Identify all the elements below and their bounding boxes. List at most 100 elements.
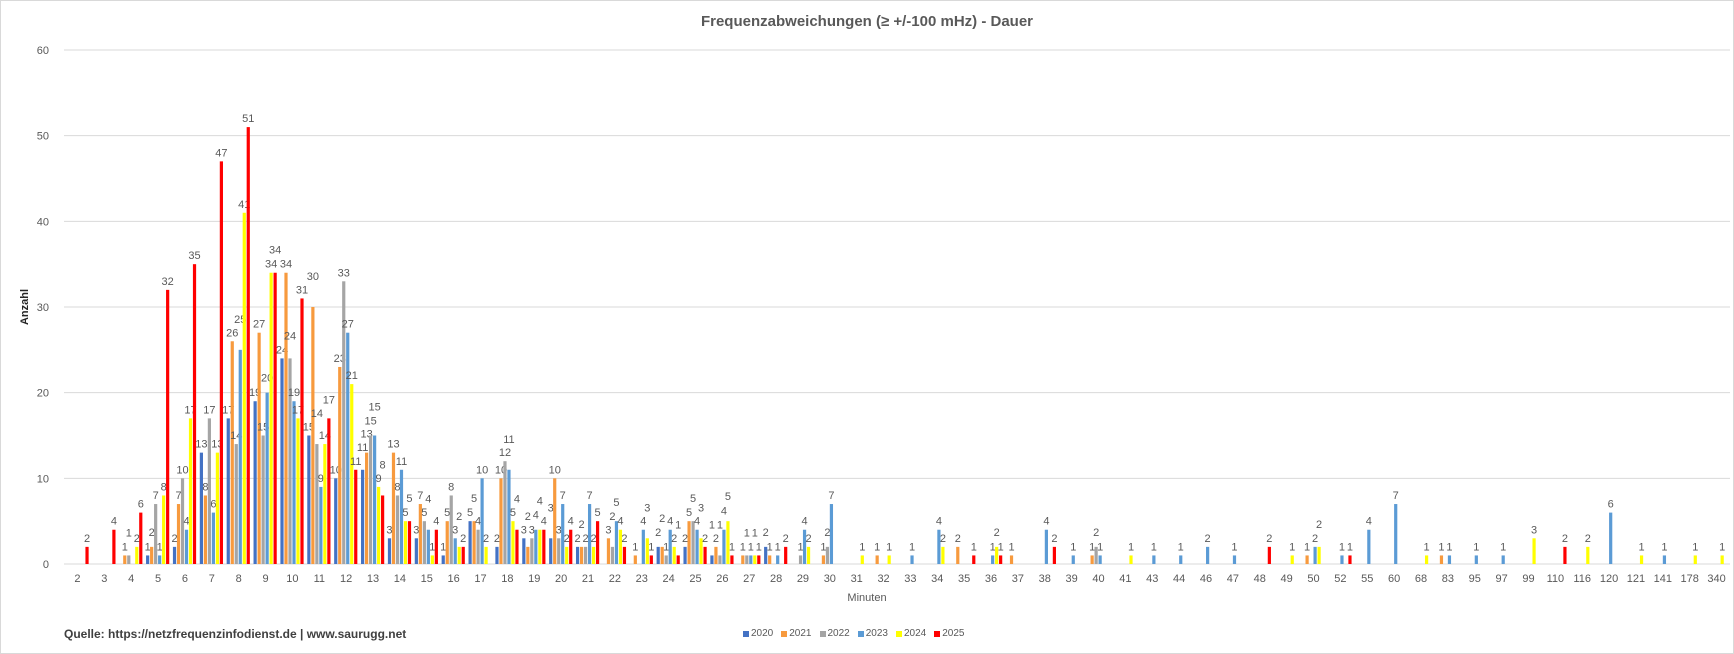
bar-2024 [457,546,461,564]
x-tick-label: 141 [1654,573,1672,585]
data-label: 1 [886,541,892,553]
bar-2023 [1179,555,1183,564]
y-tick-label: 20 [37,388,49,400]
data-label: 1 [990,541,996,553]
data-label: 5 [471,493,477,505]
bar-2025 [757,555,761,564]
data-label: 1 [1473,541,1479,553]
data-label: 1 [709,519,715,531]
data-label: 35 [188,250,200,262]
data-label: 4 [640,516,646,528]
x-tick-label: 16 [448,573,460,585]
x-tick-label: 46 [1200,573,1212,585]
data-label: 1 [648,541,654,553]
data-label: 10 [176,464,188,476]
bar-2020 [710,555,714,564]
data-label: 1 [909,541,915,553]
bar-2024 [215,452,219,564]
bar-2022 [825,546,830,564]
bar-2024 [403,521,408,564]
bar-2023 [1662,555,1667,564]
x-tick-label: 120 [1600,573,1618,585]
bar-2023 [265,392,269,564]
x-tick-label: 99 [1522,573,1534,585]
bar-2021 [687,521,691,564]
bar-2023 [292,401,296,564]
data-label: 2 [1266,533,1272,545]
bar-2024 [1532,538,1536,564]
data-label: 1 [1289,541,1295,553]
bar-2024 [565,546,569,564]
bar-2023 [1447,555,1452,564]
data-label: 2 [494,533,500,545]
bar-2025 [569,529,573,564]
data-label: 3 [452,524,458,536]
data-label: 1 [797,541,803,553]
x-tick-label: 10 [286,573,298,585]
bar-2024 [941,546,945,564]
data-label: 1 [971,541,977,553]
data-label: 2 [1093,527,1099,539]
data-label: 4 [568,516,574,528]
data-label: 9 [318,473,324,485]
data-label: 17 [203,404,215,416]
data-label: 11 [357,442,368,454]
bar-2020 [549,538,553,564]
bar-2024 [1424,555,1429,564]
x-tick-label: 39 [1066,573,1078,585]
bar-2021 [176,504,181,564]
legend-label: 2021 [789,628,812,639]
data-label: 12 [499,447,511,459]
x-tick-label: 47 [1227,573,1239,585]
bar-2020 [226,418,230,564]
data-label: 4 [537,496,543,508]
bar-2020 [172,546,177,564]
bar-2025 [542,529,546,564]
bar-2021 [257,332,261,564]
data-label: 27 [342,319,354,331]
bar-2021 [472,521,476,564]
bar-2024 [296,418,300,564]
legend-swatch [781,630,788,637]
data-label: 2 [575,533,581,545]
data-label: 3 [1531,524,1537,536]
data-label: 7 [828,490,834,502]
bar-2022 [530,538,534,564]
bar-2020 [468,521,472,564]
bar-2020 [683,546,687,564]
data-label: 2 [564,533,570,545]
legend-label: 2025 [942,628,965,639]
chart-title: Frequenzabweichungen (≥ +/-100 mHz) - Da… [700,13,1034,30]
bar-2023 [1501,555,1505,564]
data-label: 1 [717,519,723,531]
bar-2022 [610,546,615,564]
bar-2025 [1348,555,1352,564]
data-label: 2 [134,533,140,545]
data-label: 6 [138,499,144,511]
data-label: 6 [210,499,216,511]
data-label: 5 [595,507,601,519]
data-label: 2 [1562,533,1568,545]
data-label: 7 [175,490,181,502]
bar-2023 [910,555,914,564]
data-label: 5 [690,493,696,505]
bar-2021 [445,521,449,564]
bar-2025 [273,272,277,564]
data-label: 4 [1043,516,1049,528]
bar-2023 [319,486,323,564]
data-label: 2 [609,511,615,523]
data-label: 10 [476,464,488,476]
data-label: 1 [1178,541,1184,553]
data-label: 2 [671,533,677,545]
data-label: 2 [583,533,589,545]
legend-swatch [857,630,864,637]
x-tick-label: 50 [1307,573,1319,585]
bar-2023 [238,349,242,564]
data-label: 2 [994,527,1000,539]
bar-2021 [1439,555,1444,564]
data-label: 4 [475,516,481,528]
data-label: 5 [467,507,473,519]
bar-2021 [741,555,745,564]
data-label: 1 [1661,541,1667,553]
data-label: 1 [752,527,758,539]
